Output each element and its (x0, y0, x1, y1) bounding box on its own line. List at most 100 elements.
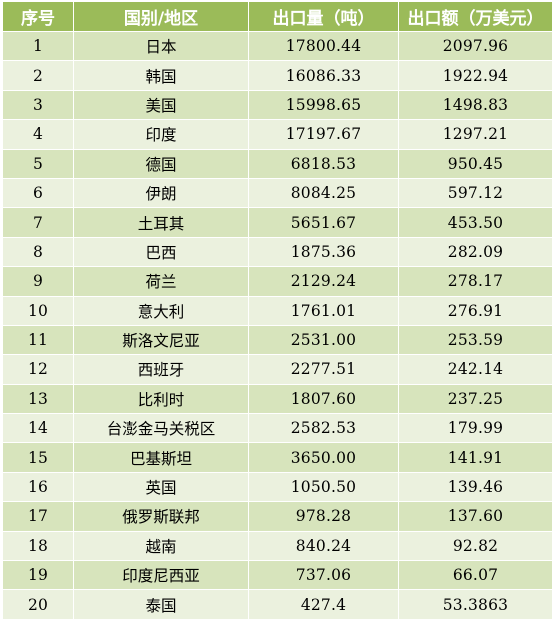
country-cell: 土耳其 (73, 207, 249, 238)
value-cell: 253.59 (398, 324, 553, 356)
table-row: 17 俄罗斯联邦 978.28 137.60 (2, 501, 553, 532)
volume-cell: 1807.60 (248, 383, 399, 415)
value-cell: 139.46 (398, 471, 553, 503)
header-volume: 出口量（吨） (248, 1, 399, 32)
table-row: 11 斯洛文尼亚 2531.00 253.59 (2, 324, 553, 356)
country-cell: 日本 (73, 30, 249, 62)
rank-cell: 10 (2, 295, 74, 326)
table-row: 10 意大利 1761.01 276.91 (2, 295, 553, 326)
rank-cell: 5 (2, 148, 74, 179)
rank-cell: 11 (2, 324, 74, 356)
volume-cell: 978.28 (248, 501, 399, 532)
value-cell: 950.45 (398, 148, 553, 179)
volume-cell: 737.06 (248, 560, 399, 591)
country-cell: 印度尼西亚 (73, 560, 249, 591)
table-row: 14 台澎金马关税区 2582.53 179.99 (2, 413, 553, 444)
table-row: 18 越南 840.24 92.82 (2, 530, 553, 562)
rank-cell: 17 (2, 501, 74, 532)
country-cell: 越南 (73, 530, 249, 562)
country-cell: 意大利 (73, 295, 249, 326)
country-cell: 巴西 (73, 236, 249, 268)
volume-cell: 427.4 (248, 589, 399, 620)
value-cell: 137.60 (398, 501, 553, 532)
volume-cell: 6818.53 (248, 148, 399, 179)
table-row: 4 印度 17197.67 1297.21 (2, 119, 553, 150)
rank-cell: 20 (2, 589, 74, 620)
header-country: 国别/地区 (73, 1, 249, 32)
table-row: 7 土耳其 5651.67 453.50 (2, 207, 553, 238)
country-cell: 台澎金马关税区 (73, 413, 249, 444)
rank-cell: 9 (2, 266, 74, 297)
country-cell: 英国 (73, 471, 249, 503)
rank-cell: 15 (2, 442, 74, 473)
volume-cell: 8084.25 (248, 177, 399, 209)
rank-cell: 16 (2, 471, 74, 503)
table-body: 1 日本 17800.44 2097.96 2 韩国 16086.33 1922.94 3 美国 1… (2, 30, 553, 620)
volume-cell: 17800.44 (248, 30, 399, 62)
country-cell: 荷兰 (73, 266, 249, 297)
table-row: 8 巴西 1875.36 282.09 (2, 236, 553, 268)
table-header-row: 序号 国别/地区 出口量（吨） 出口额（万美元） (2, 1, 553, 32)
table-row: 16 英国 1050.50 139.46 (2, 471, 553, 503)
value-cell: 1297.21 (398, 119, 553, 150)
value-cell: 179.99 (398, 413, 553, 444)
volume-cell: 2531.00 (248, 324, 399, 356)
value-cell: 242.14 (398, 354, 553, 385)
rank-cell: 19 (2, 560, 74, 591)
country-cell: 德国 (73, 148, 249, 179)
table-row: 12 西班牙 2277.51 242.14 (2, 354, 553, 385)
country-cell: 西班牙 (73, 354, 249, 385)
table-row: 1 日本 17800.44 2097.96 (2, 30, 553, 62)
table-row: 13 比利时 1807.60 237.25 (2, 383, 553, 415)
rank-cell: 3 (2, 89, 74, 121)
volume-cell: 15998.65 (248, 89, 399, 121)
table-row: 5 德国 6818.53 950.45 (2, 148, 553, 179)
volume-cell: 3650.00 (248, 442, 399, 473)
table-row: 19 印度尼西亚 737.06 66.07 (2, 560, 553, 591)
value-cell: 278.17 (398, 266, 553, 297)
country-cell: 印度 (73, 119, 249, 150)
table-row: 6 伊朗 8084.25 597.12 (2, 177, 553, 209)
rank-cell: 12 (2, 354, 74, 385)
volume-cell: 1050.50 (248, 471, 399, 503)
volume-cell: 2129.24 (248, 266, 399, 297)
rank-cell: 14 (2, 413, 74, 444)
rank-cell: 7 (2, 207, 74, 238)
value-cell: 1922.94 (398, 60, 553, 91)
value-cell: 237.25 (398, 383, 553, 415)
value-cell: 53.3863 (398, 589, 553, 620)
country-cell: 伊朗 (73, 177, 249, 209)
country-cell: 巴基斯坦 (73, 442, 249, 473)
table-row: 15 巴基斯坦 3650.00 141.91 (2, 442, 553, 473)
country-cell: 比利时 (73, 383, 249, 415)
value-cell: 2097.96 (398, 30, 553, 62)
rank-cell: 8 (2, 236, 74, 268)
volume-cell: 840.24 (248, 530, 399, 562)
country-cell: 韩国 (73, 60, 249, 91)
value-cell: 453.50 (398, 207, 553, 238)
rank-cell: 6 (2, 177, 74, 209)
value-cell: 141.91 (398, 442, 553, 473)
table-row: 3 美国 15998.65 1498.83 (2, 89, 553, 121)
table-row: 20 泰国 427.4 53.3863 (2, 589, 553, 620)
country-cell: 美国 (73, 89, 249, 121)
header-rank: 序号 (2, 1, 74, 32)
rank-cell: 4 (2, 119, 74, 150)
volume-cell: 1875.36 (248, 236, 399, 268)
value-cell: 597.12 (398, 177, 553, 209)
table-row: 2 韩国 16086.33 1922.94 (2, 60, 553, 91)
volume-cell: 17197.67 (248, 119, 399, 150)
country-cell: 斯洛文尼亚 (73, 324, 249, 356)
value-cell: 92.82 (398, 530, 553, 562)
rank-cell: 1 (2, 30, 74, 62)
rank-cell: 13 (2, 383, 74, 415)
table-row: 9 荷兰 2129.24 278.17 (2, 266, 553, 297)
rank-cell: 18 (2, 530, 74, 562)
volume-cell: 1761.01 (248, 295, 399, 326)
value-cell: 66.07 (398, 560, 553, 591)
country-cell: 泰国 (73, 589, 249, 620)
value-cell: 282.09 (398, 236, 553, 268)
header-value: 出口额（万美元） (398, 1, 553, 32)
